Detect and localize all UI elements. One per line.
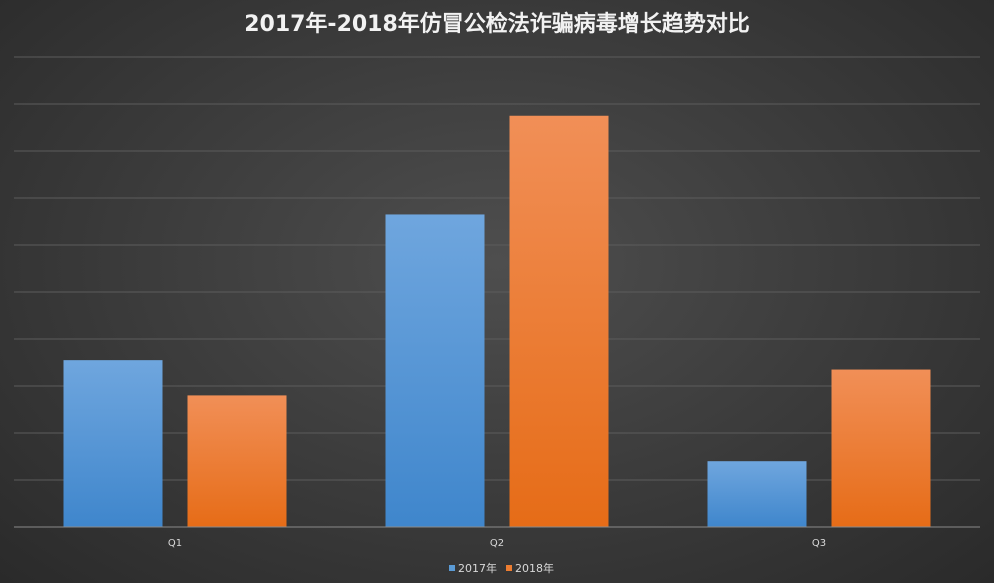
bar-q2-series-1 <box>385 214 485 527</box>
bar-q3-series-2 <box>831 369 931 527</box>
chart-title: 2017年-2018年仿冒公检法诈骗病毒增长趋势对比 <box>244 11 750 37</box>
x-tick-label: Q2 <box>490 538 504 549</box>
x-tick-label: Q1 <box>168 538 182 549</box>
legend-label: 2018年 <box>515 561 554 575</box>
legend: 2017年 2018年 <box>449 561 554 575</box>
x-tick-label: Q3 <box>812 538 826 549</box>
legend-swatch <box>506 565 512 571</box>
bar-q1-series-1 <box>63 360 163 527</box>
legend-item: 2017年 <box>449 561 497 575</box>
bar-q2-series-2 <box>509 115 609 527</box>
legend-swatch <box>449 565 455 571</box>
legend-item: 2018年 <box>506 561 554 575</box>
legend-label: 2017年 <box>458 561 497 575</box>
x-tick-labels: Q1 Q2 Q3 <box>168 538 826 549</box>
bars <box>63 115 931 527</box>
bar-q3-series-1 <box>707 461 807 527</box>
gridlines <box>14 56 980 481</box>
bar-q1-series-2 <box>187 395 287 527</box>
